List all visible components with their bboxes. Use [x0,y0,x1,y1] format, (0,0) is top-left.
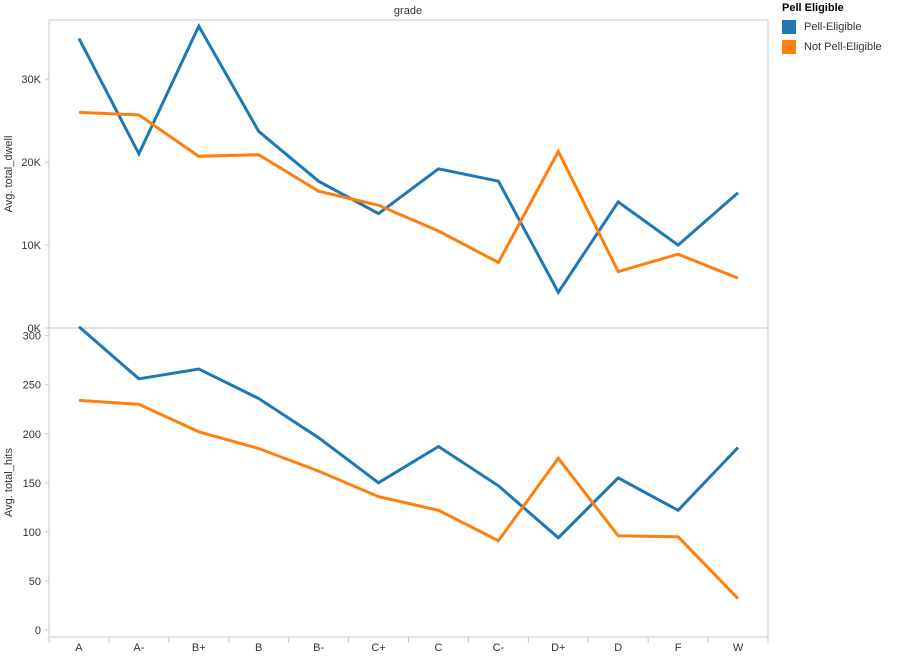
series-line-not-pell-eligible [78,398,740,600]
x-tick-label: D+ [551,642,565,654]
panel-avg-total-hits: 0 50 100 150 200 250 300 Avg. total_hits [3,325,769,638]
legend: Pell Eligible Pell-Eligible Not Pell-Eli… [782,2,916,57]
data-point [736,446,740,450]
x-tick-label: C+ [371,642,385,654]
x-tick-label: A- [133,642,144,654]
data-point [556,290,560,294]
chart: grade 0K 10K 20K 30K Avg. total_dwell 0 50 100 1… [3,5,769,654]
x-tick-label: B+ [192,642,206,654]
data-point [197,154,201,158]
data-point [197,430,201,434]
chart-header-title: grade [394,5,422,17]
x-tick-label: C- [493,642,505,654]
y-tick-label: 250 [23,380,41,392]
data-point [257,446,261,450]
y-tick-label: 0 [35,625,41,637]
data-point [137,377,141,381]
data-point [736,191,740,195]
data-point [257,153,261,157]
data-point [496,484,500,488]
legend-swatch-pell-eligible [782,20,796,34]
legend-title: Pell Eligible [782,2,844,14]
data-point [257,396,261,400]
data-point [496,539,500,543]
y-tick-label: 200 [23,429,41,441]
data-point [616,476,620,480]
y-axis-title: Avg. total_dwell [3,136,15,213]
legend-item-not-pell-eligible[interactable]: Not Pell-Eligible [782,37,916,57]
data-point [317,469,321,473]
y-tick-label: 50 [29,576,41,588]
series-line-pell-eligible [77,22,739,296]
data-point [377,495,381,499]
data-point [197,24,201,28]
x-tick-label: A [75,642,83,654]
y-tick-label: 30K [21,74,41,86]
y-tick-label: 100 [23,527,41,539]
x-tick-label: D [614,642,622,654]
panel-avg-total-dwell: 0K 10K 20K 30K Avg. total_dwell [3,19,769,335]
data-point [77,37,81,41]
y-axis-title: Avg. total_hits [3,448,15,517]
data-point [377,203,381,207]
panel-frame [48,19,769,329]
legend-label-pell-eligible: Pell-Eligible [804,21,862,33]
data-point [77,110,81,114]
data-point [676,243,680,247]
y-tick-label: 20K [21,157,41,169]
data-point [137,402,141,406]
x-tick-label: C [434,642,442,654]
data-point [616,270,620,274]
y-tick-label: 0K [28,323,42,335]
x-tick-label: B- [313,642,324,654]
data-point [377,481,381,485]
data-point [436,229,440,233]
data-point [676,252,680,256]
legend-swatch-not-pell-eligible [782,40,796,54]
legend-label-not-pell-eligible: Not Pell-Eligible [804,41,882,53]
data-point [616,534,620,538]
y-tick-label: 10K [21,240,41,252]
data-point [197,367,201,371]
data-point [317,179,321,183]
data-point [436,445,440,449]
data-point [736,597,740,601]
data-point [77,398,81,402]
data-point [616,200,620,204]
data-point [676,508,680,512]
data-point [496,260,500,264]
data-point [556,536,560,540]
data-point [436,508,440,512]
data-point [77,325,81,329]
data-point [137,152,141,156]
y-tick-label: 150 [23,478,41,490]
y-tick-label: 300 [23,331,41,343]
x-tick-label: B [255,642,262,654]
x-tick-label: W [733,642,744,654]
series-line-pell-eligible [78,325,740,540]
x-tick-label: F [675,642,682,654]
data-point [317,189,321,193]
data-point [317,436,321,440]
legend-item-pell-eligible[interactable]: Pell-Eligible [782,17,916,37]
data-point [496,179,500,183]
data-point [436,167,440,171]
series-line-not-pell-eligible [78,110,739,280]
data-point [676,535,680,539]
data-point [556,149,560,153]
data-point [736,276,740,280]
data-point [556,456,560,460]
data-point [137,113,141,117]
data-point [377,212,381,216]
data-point [257,129,261,133]
